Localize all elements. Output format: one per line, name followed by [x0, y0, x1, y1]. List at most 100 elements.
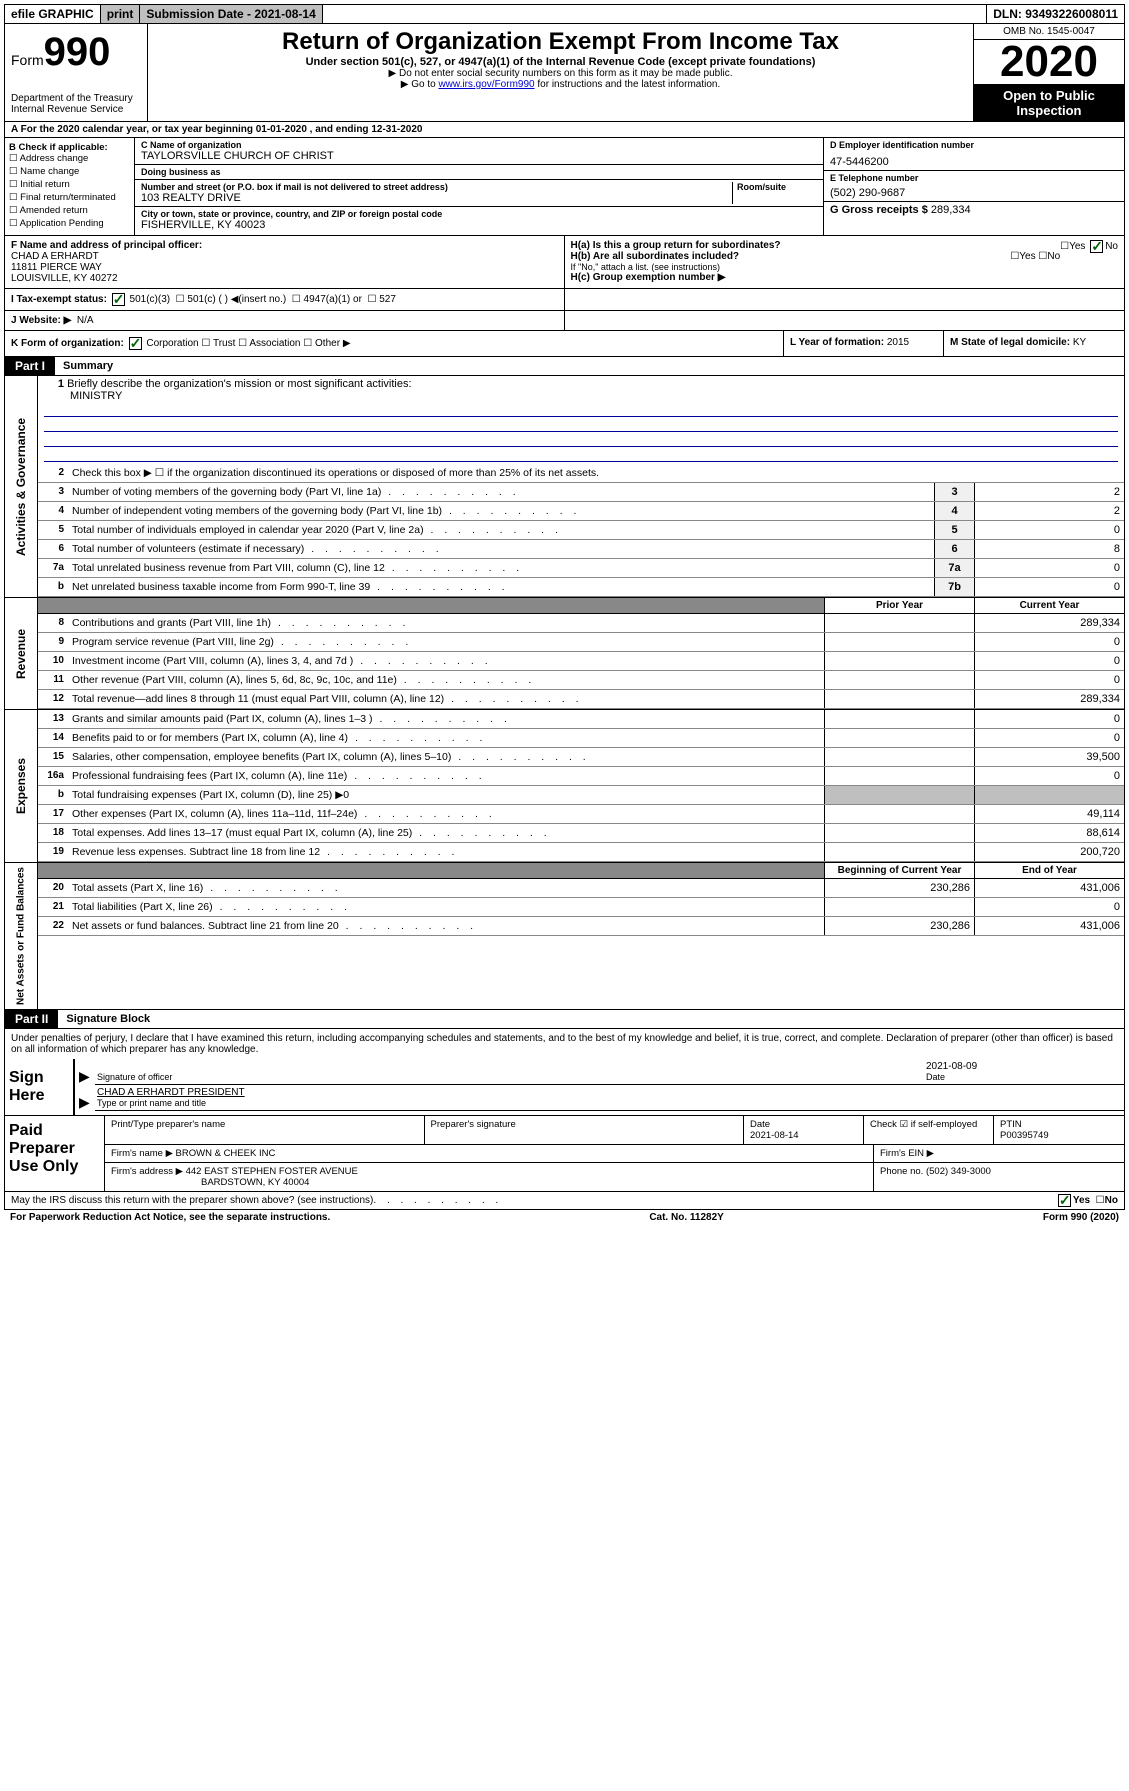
form-title: Return of Organization Exempt From Incom…	[152, 28, 969, 56]
status-website-row: I Tax-exempt status: 501(c)(3) ☐ 501(c) …	[4, 289, 1125, 311]
governance-section: Activities & Governance 1 Briefly descri…	[4, 376, 1125, 598]
line-row: 21Total liabilities (Part X, line 26)0	[38, 898, 1124, 917]
org-name: TAYLORSVILLE CHURCH OF CHRIST	[141, 150, 817, 162]
line-row: 11Other revenue (Part VIII, column (A), …	[38, 671, 1124, 690]
ptin-value: P00395749	[1000, 1130, 1049, 1141]
form-org-row: K Form of organization: Corporation ☐ Tr…	[4, 331, 1125, 357]
mission-value: MINISTRY	[44, 390, 1118, 402]
hb-note: If "No," attach a list. (see instruction…	[571, 262, 1119, 272]
expenses-section: Expenses 13Grants and similar amounts pa…	[4, 710, 1125, 863]
form-prefix: Form	[11, 52, 44, 68]
signature-section: Under penalties of perjury, I declare th…	[4, 1029, 1125, 1116]
top-toolbar: efile GRAPHIC print Submission Date - 20…	[4, 4, 1125, 24]
preparer-row1: Print/Type preparer's name Preparer's si…	[105, 1116, 1124, 1145]
irs-link[interactable]: www.irs.gov/Form990	[438, 79, 534, 90]
sig-date: 2021-08-09	[926, 1061, 977, 1072]
tax-year: 2020	[974, 40, 1124, 85]
dln-label: DLN: 93493226008011	[987, 5, 1124, 23]
line-row: 10Investment income (Part VIII, column (…	[38, 652, 1124, 671]
form-header: Form990 Department of the Treasury Inter…	[4, 24, 1125, 122]
revenue-label: Revenue	[5, 598, 38, 709]
section-b: B Check if applicable: ☐ Address change …	[5, 138, 135, 235]
efile-label: efile GRAPHIC	[5, 5, 101, 23]
firm-city: BARDSTOWN, KY 40004	[111, 1177, 309, 1188]
officer-addr1: 11811 PIERCE WAY	[11, 262, 102, 273]
chk-amended[interactable]: ☐ Amended return	[9, 205, 130, 216]
revenue-col-headers: Prior Year Current Year	[38, 598, 1124, 614]
officer-addr2: LOUISVILLE, KY 40272	[11, 273, 118, 284]
print-button[interactable]: print	[101, 5, 141, 23]
begin-year-hdr: Beginning of Current Year	[824, 863, 974, 879]
org-name-label: C Name of organization	[141, 140, 817, 150]
line-row: 17Other expenses (Part IX, column (A), l…	[38, 805, 1124, 824]
part1-title: Summary	[55, 360, 113, 372]
line-row: 7aTotal unrelated business revenue from …	[38, 559, 1124, 578]
discuss-question: May the IRS discuss this return with the…	[11, 1195, 373, 1206]
line-row: 6Total number of volunteers (estimate if…	[38, 540, 1124, 559]
ha-no-checkbox[interactable]	[1090, 240, 1103, 253]
chk-final[interactable]: ☐ Final return/terminated	[9, 192, 130, 203]
room-label: Room/suite	[737, 182, 817, 192]
discuss-yes-checkbox[interactable]	[1058, 1194, 1071, 1207]
line-row: 5Total number of individuals employed in…	[38, 521, 1124, 540]
self-employed-check[interactable]: Check ☑ if self-employed	[870, 1119, 977, 1130]
line-row: 19Revenue less expenses. Subtract line 1…	[38, 843, 1124, 862]
gross-receipts-value: 289,334	[931, 204, 971, 216]
chk-pending[interactable]: ☐ Application Pending	[9, 218, 130, 229]
net-col-headers: Beginning of Current Year End of Year	[38, 863, 1124, 879]
chk-address[interactable]: ☐ Address change	[9, 153, 130, 164]
ssn-warning: ▶ Do not enter social security numbers o…	[152, 68, 969, 79]
paperwork-notice: For Paperwork Reduction Act Notice, see …	[10, 1212, 330, 1223]
line-row: bNet unrelated business taxable income f…	[38, 578, 1124, 597]
line-row: 16aProfessional fundraising fees (Part I…	[38, 767, 1124, 786]
gross-receipts-label: G Gross receipts $	[830, 204, 928, 216]
line-row: 15Salaries, other compensation, employee…	[38, 748, 1124, 767]
preparer-section: Paid Preparer Use Only Print/Type prepar…	[4, 1116, 1125, 1192]
expenses-label: Expenses	[5, 710, 38, 862]
firm-address: 442 EAST STEPHEN FOSTER AVENUE	[186, 1166, 358, 1177]
chk-name[interactable]: ☐ Name change	[9, 166, 130, 177]
officer-printed-name: CHAD A ERHARDT PRESIDENT	[97, 1087, 245, 1098]
line-row: 12Total revenue—add lines 8 through 11 (…	[38, 690, 1124, 709]
part1-header-row: Part I Summary	[4, 357, 1125, 376]
line-row: 18Total expenses. Add lines 13–17 (must …	[38, 824, 1124, 843]
org-info-grid: B Check if applicable: ☐ Address change …	[4, 138, 1125, 236]
corp-checkbox[interactable]	[129, 337, 142, 350]
tax-exempt-status: I Tax-exempt status: 501(c)(3) ☐ 501(c) …	[5, 289, 565, 310]
line-row: 3Number of voting members of the governi…	[38, 483, 1124, 502]
line-row: bTotal fundraising expenses (Part IX, co…	[38, 786, 1124, 805]
website-value: N/A	[77, 315, 94, 326]
end-year-hdr: End of Year	[974, 863, 1124, 879]
perjury-declaration: Under penalties of perjury, I declare th…	[5, 1029, 1124, 1059]
line-row: 8Contributions and grants (Part VIII, li…	[38, 614, 1124, 633]
sig-arrow2-icon: ▶	[75, 1094, 95, 1111]
section-h: H(a) Is this a group return for subordin…	[565, 236, 1125, 288]
chk-initial[interactable]: ☐ Initial return	[9, 179, 130, 190]
officer-name: CHAD A ERHARDT	[11, 251, 99, 262]
city-value: FISHERVILLE, KY 40023	[141, 219, 817, 231]
form-footer-label: Form 990 (2020)	[1043, 1212, 1119, 1223]
address-label: Number and street (or P.O. box if mail i…	[141, 182, 732, 192]
prep-date: 2021-08-14	[750, 1130, 799, 1141]
part2-badge: Part II	[5, 1010, 58, 1028]
preparer-row3: Firm's address ▶ 442 EAST STEPHEN FOSTER…	[105, 1163, 1124, 1191]
submission-date[interactable]: Submission Date - 2021-08-14	[140, 5, 322, 23]
line-row: 4Number of independent voting members of…	[38, 502, 1124, 521]
phone-value: (502) 290-9687	[830, 183, 1118, 199]
form-subtitle: Under section 501(c), 527, or 4947(a)(1)…	[152, 56, 969, 68]
line-row: 9Program service revenue (Part VIII, lin…	[38, 633, 1124, 652]
line-row: 2Check this box ▶ ☐ if the organization …	[38, 464, 1124, 483]
page-footer: For Paperwork Reduction Act Notice, see …	[4, 1210, 1125, 1225]
501c3-checkbox[interactable]	[112, 293, 125, 306]
line-row: 13Grants and similar amounts paid (Part …	[38, 710, 1124, 729]
form-number-block: Form990	[11, 30, 141, 75]
state-domicile: KY	[1073, 337, 1086, 348]
discuss-preparer-row: May the IRS discuss this return with the…	[4, 1192, 1125, 1210]
mission-block: 1 Briefly describe the organization's mi…	[38, 376, 1124, 464]
part2-header-row: Part II Signature Block	[4, 1010, 1125, 1029]
toolbar-spacer	[323, 5, 987, 23]
prior-year-hdr: Prior Year	[824, 598, 974, 614]
treasury-label: Department of the Treasury Internal Reve…	[11, 93, 141, 115]
prep-sig-hdr: Preparer's signature	[425, 1116, 745, 1144]
revenue-section: Revenue Prior Year Current Year 8Contrib…	[4, 598, 1125, 710]
